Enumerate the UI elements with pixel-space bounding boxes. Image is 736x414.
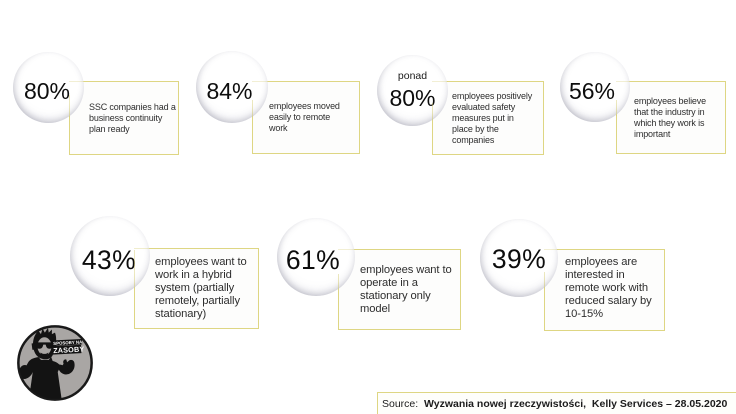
svg-text:ZASOBY: ZASOBY xyxy=(53,344,85,355)
svg-text:SPOSOBY NA: SPOSOBY NA xyxy=(53,339,83,346)
